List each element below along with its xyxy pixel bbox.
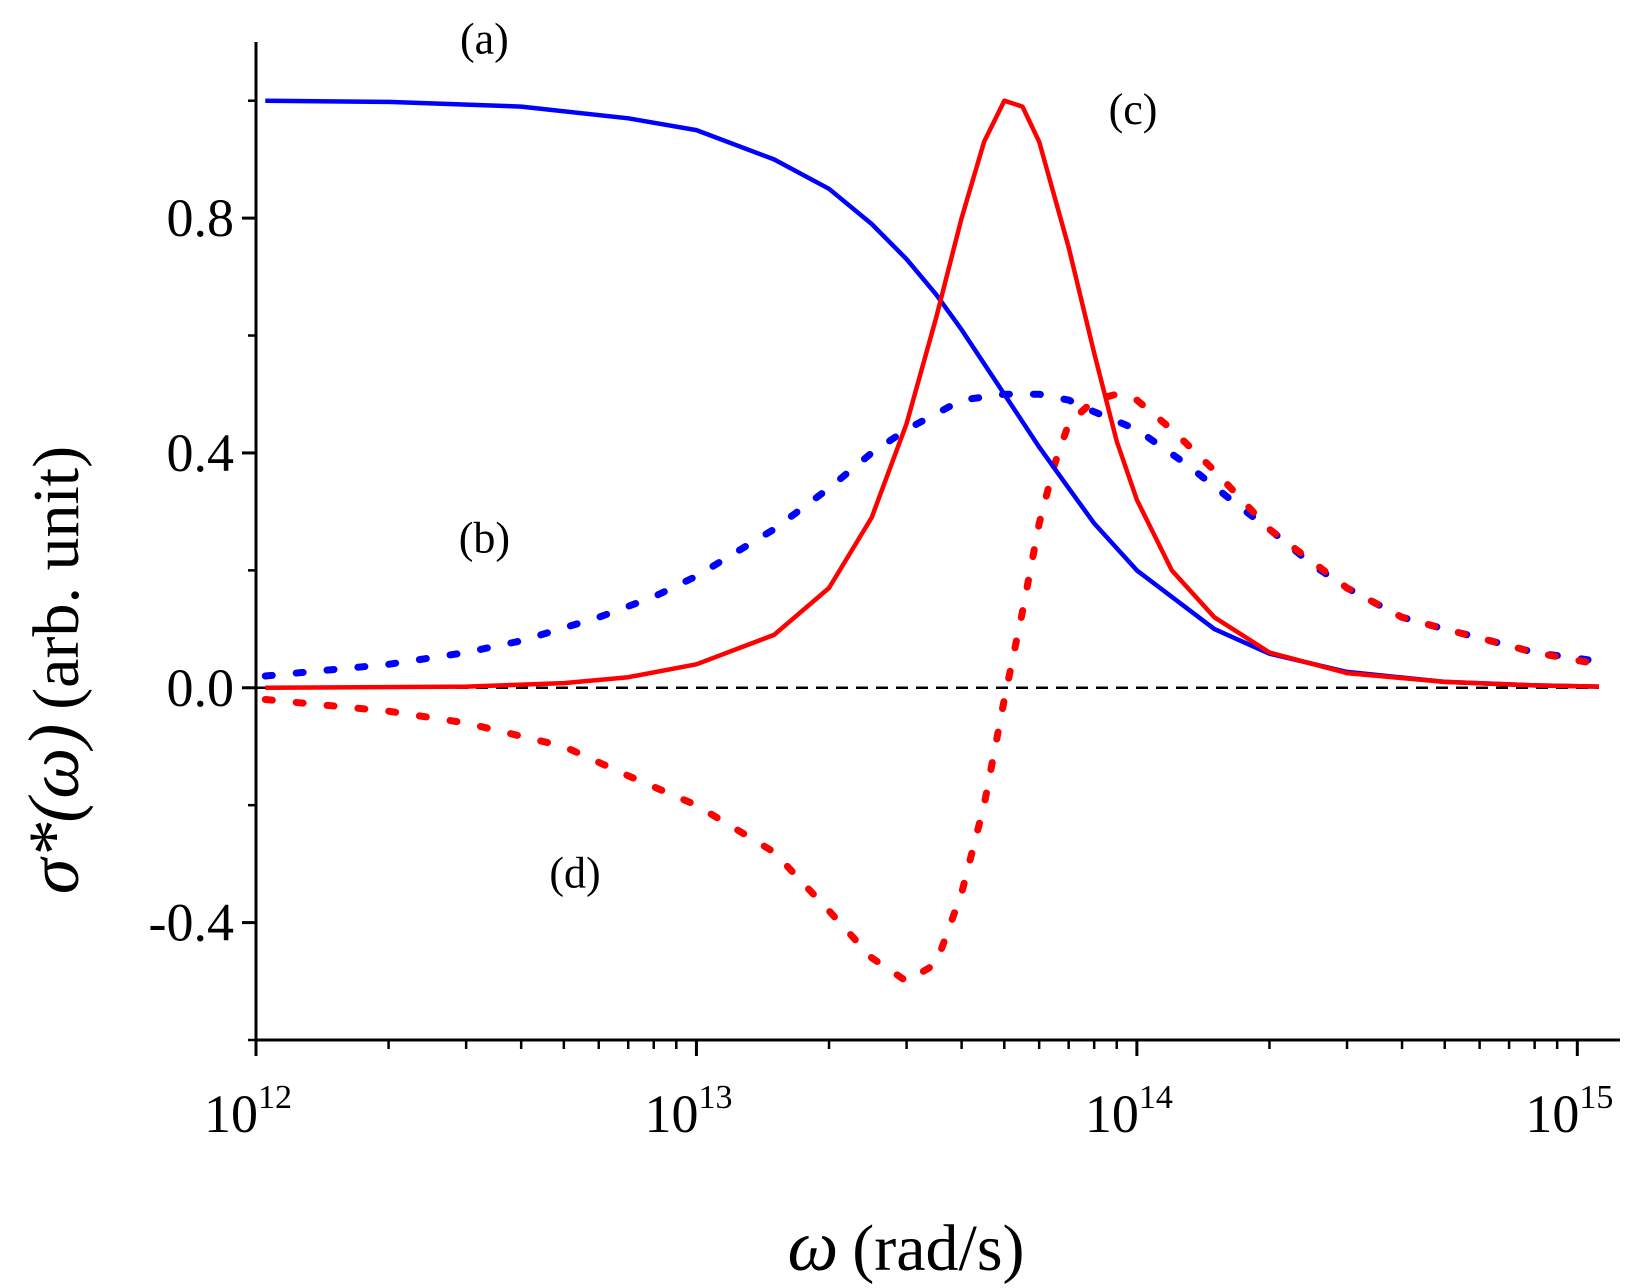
series-b-line <box>261 390 1603 680</box>
series-d-line <box>261 390 1603 985</box>
curve-label: (a) <box>460 15 509 64</box>
y-tick-label: 0.4 <box>167 423 235 483</box>
curve-label: (d) <box>549 848 600 897</box>
y-tick-label: 0.8 <box>167 188 235 248</box>
annotation-layer: (a) (b) (c) (d) <box>459 15 1158 898</box>
x-axis-unit: (rad/s) <box>852 1212 1024 1285</box>
curve-label: (c) <box>1109 85 1158 134</box>
x-tick-exponent: 12 <box>258 1079 292 1116</box>
x-axis-symbol: ω <box>787 1206 838 1286</box>
curve-label: (b) <box>459 514 510 563</box>
axes-layer <box>254 42 1620 1042</box>
x-tick-base: 10 <box>1525 1084 1579 1144</box>
x-tick-base: 10 <box>1085 1084 1139 1144</box>
series-c-line <box>265 98 1600 691</box>
y-tick-label: -0.4 <box>149 893 234 953</box>
x-tick-label: 1012 <box>204 1079 292 1144</box>
x-tick-label: 1015 <box>1525 1079 1613 1144</box>
x-tick-base: 10 <box>204 1084 258 1144</box>
x-tick-exponent: 15 <box>1579 1079 1613 1116</box>
x-tick-exponent: 14 <box>1139 1079 1173 1116</box>
x-tick-base: 10 <box>644 1084 698 1144</box>
y-axis-title: σ*(ω) (arb. unit) <box>14 446 94 894</box>
y-axis-symbol: σ*(ω) <box>14 724 94 894</box>
series-layer <box>261 98 1603 985</box>
x-axis-title: ω (rad/s) <box>787 1206 1024 1286</box>
y-axis-unit: (arb. unit) <box>20 446 93 710</box>
y-tick-label: 0.0 <box>167 658 235 718</box>
series-a-line <box>265 98 1600 689</box>
x-tick-label: 1013 <box>644 1079 732 1144</box>
x-tick-label: 1014 <box>1085 1079 1173 1144</box>
x-tick-exponent: 13 <box>698 1079 732 1116</box>
